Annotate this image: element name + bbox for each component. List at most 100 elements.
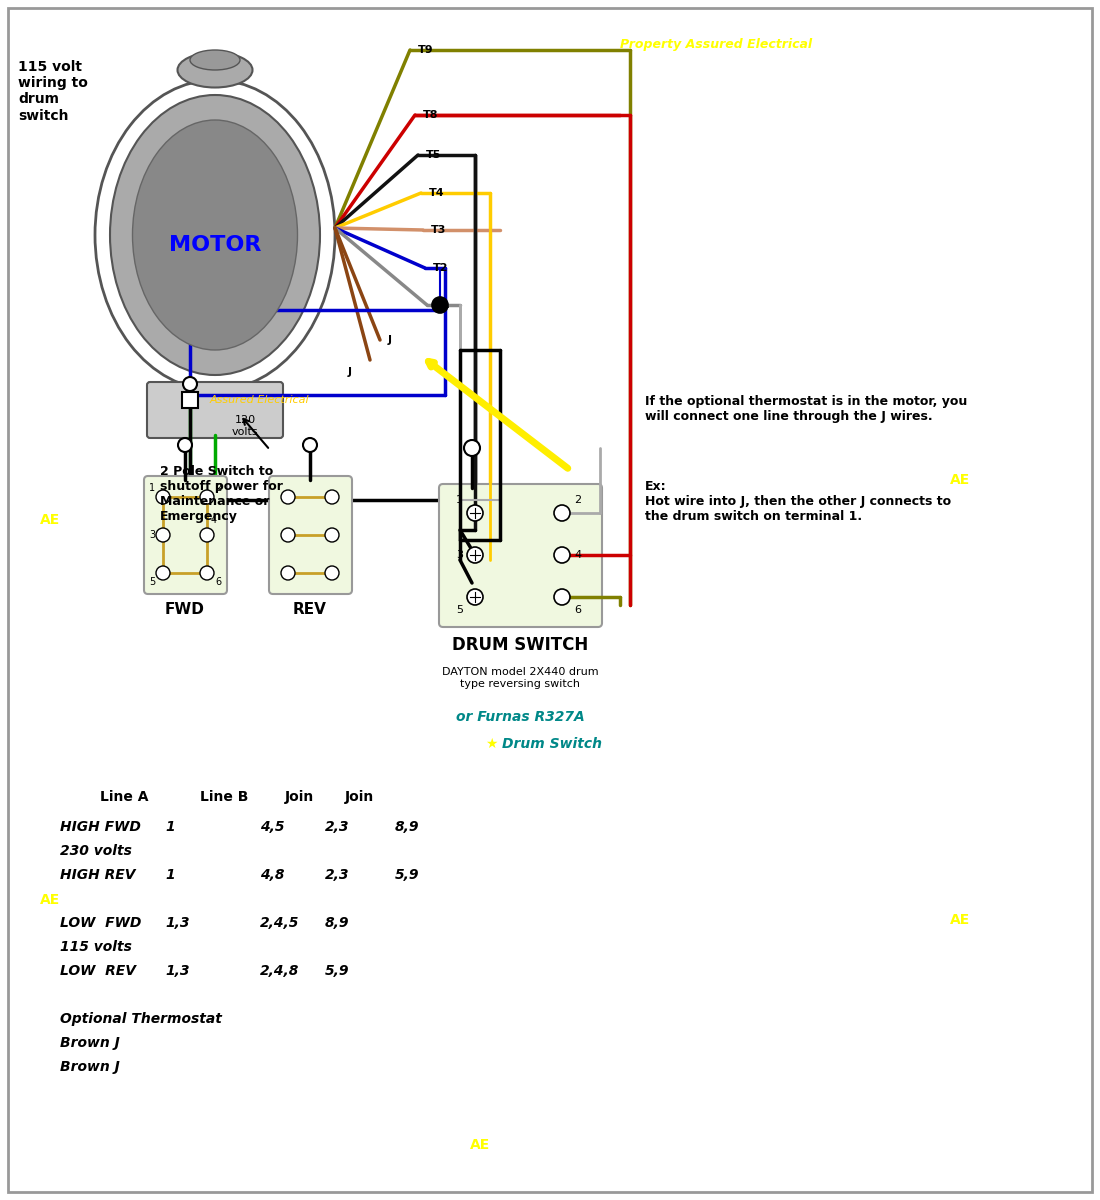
Circle shape: [200, 528, 214, 542]
Text: DRUM SWITCH: DRUM SWITCH: [452, 636, 588, 654]
Text: REV: REV: [293, 602, 327, 617]
Text: 2,3: 2,3: [324, 820, 350, 834]
Circle shape: [468, 505, 483, 521]
Text: Line B: Line B: [200, 790, 249, 804]
Circle shape: [554, 547, 570, 563]
Text: HIGH REV: HIGH REV: [60, 868, 135, 882]
Text: Ex:
Hot wire into J, then the other J connects to
the drum switch on terminal 1.: Ex: Hot wire into J, then the other J co…: [645, 480, 952, 523]
Text: LOW  FWD: LOW FWD: [60, 916, 142, 930]
Circle shape: [280, 566, 295, 580]
Text: Property Assured Electrical: Property Assured Electrical: [620, 38, 812, 50]
Text: 5,9: 5,9: [395, 868, 419, 882]
FancyBboxPatch shape: [270, 476, 352, 594]
Text: volts: volts: [232, 427, 258, 437]
Text: J: J: [348, 367, 352, 377]
Text: AE: AE: [40, 893, 60, 907]
Text: Optional Thermostat: Optional Thermostat: [60, 1012, 222, 1026]
Ellipse shape: [95, 80, 336, 390]
Text: 8,9: 8,9: [324, 916, 350, 930]
Text: If the optional thermostat is in the motor, you
will connect one line through th: If the optional thermostat is in the mot…: [645, 395, 967, 422]
Text: 2,4,8: 2,4,8: [260, 964, 299, 978]
Text: 1: 1: [148, 482, 155, 493]
Text: 1,3: 1,3: [165, 964, 189, 978]
Text: 2 Pole Switch to
shutoff power for
Maintenance or
Emergency: 2 Pole Switch to shutoff power for Maint…: [160, 464, 283, 523]
Text: 4,5: 4,5: [260, 820, 285, 834]
Text: Join: Join: [345, 790, 374, 804]
Text: AE: AE: [950, 473, 970, 487]
Circle shape: [554, 589, 570, 605]
Text: or Furnas R327A: or Furnas R327A: [455, 710, 584, 724]
Text: 1,3: 1,3: [165, 916, 189, 930]
Text: FWD: FWD: [165, 602, 205, 617]
Circle shape: [554, 505, 570, 521]
Text: AE: AE: [470, 1138, 491, 1152]
Circle shape: [468, 547, 483, 563]
Text: 230 volts: 230 volts: [60, 844, 132, 858]
Circle shape: [280, 490, 295, 504]
Text: DAYTON model 2X440 drum
type reversing switch: DAYTON model 2X440 drum type reversing s…: [442, 667, 598, 689]
Circle shape: [324, 490, 339, 504]
Text: ★: ★: [485, 737, 497, 751]
Ellipse shape: [177, 53, 253, 88]
Text: 2: 2: [574, 494, 581, 505]
Text: Join: Join: [285, 790, 315, 804]
Circle shape: [200, 490, 214, 504]
Text: 5: 5: [148, 577, 155, 587]
Circle shape: [324, 528, 339, 542]
Ellipse shape: [110, 95, 320, 374]
Text: 1: 1: [165, 868, 175, 882]
Circle shape: [324, 566, 339, 580]
Text: 8,9: 8,9: [395, 820, 419, 834]
Ellipse shape: [190, 50, 240, 70]
Text: Brown J: Brown J: [60, 1036, 120, 1050]
Circle shape: [156, 566, 170, 580]
Text: 2: 2: [214, 482, 221, 493]
Text: MOTOR: MOTOR: [168, 235, 261, 254]
Text: J: J: [388, 335, 392, 346]
Circle shape: [468, 589, 483, 605]
Text: 4,8: 4,8: [260, 868, 285, 882]
Circle shape: [432, 296, 448, 313]
Text: T3: T3: [431, 226, 447, 235]
Circle shape: [302, 438, 317, 452]
FancyBboxPatch shape: [147, 382, 283, 438]
Circle shape: [156, 528, 170, 542]
Text: T1: T1: [434, 300, 451, 310]
Text: 115 volt
wiring to
drum
switch: 115 volt wiring to drum switch: [18, 60, 88, 122]
Bar: [182, 392, 198, 408]
Text: T8: T8: [424, 110, 439, 120]
Text: T4: T4: [429, 188, 444, 198]
Text: 1: 1: [456, 494, 463, 505]
Text: T2: T2: [433, 263, 449, 272]
Text: 4: 4: [574, 550, 581, 560]
Circle shape: [183, 377, 197, 391]
FancyBboxPatch shape: [144, 476, 227, 594]
Text: 5,9: 5,9: [324, 964, 350, 978]
Text: 5: 5: [456, 605, 463, 614]
Text: 6: 6: [574, 605, 581, 614]
Text: 3: 3: [148, 530, 155, 540]
Circle shape: [200, 566, 214, 580]
Text: 6: 6: [214, 577, 221, 587]
Text: 2,4,5: 2,4,5: [260, 916, 299, 930]
Text: Brown J: Brown J: [60, 1060, 120, 1074]
Text: 1: 1: [165, 820, 175, 834]
Circle shape: [156, 490, 170, 504]
Text: 115 volts: 115 volts: [60, 940, 132, 954]
Text: AE: AE: [950, 913, 970, 926]
Ellipse shape: [132, 120, 297, 350]
Text: 120: 120: [234, 415, 255, 425]
Circle shape: [464, 440, 480, 456]
Text: 2,3: 2,3: [324, 868, 350, 882]
Text: 3: 3: [456, 550, 463, 560]
Circle shape: [178, 438, 192, 452]
FancyBboxPatch shape: [439, 484, 602, 626]
Text: AE: AE: [40, 514, 60, 527]
Text: Drum Switch: Drum Switch: [502, 737, 602, 751]
Text: T5: T5: [426, 150, 441, 160]
Text: HIGH FWD: HIGH FWD: [60, 820, 141, 834]
Text: LOW  REV: LOW REV: [60, 964, 136, 978]
Text: Assured Electrical: Assured Electrical: [210, 395, 309, 404]
Text: T9: T9: [418, 44, 433, 55]
Circle shape: [280, 528, 295, 542]
